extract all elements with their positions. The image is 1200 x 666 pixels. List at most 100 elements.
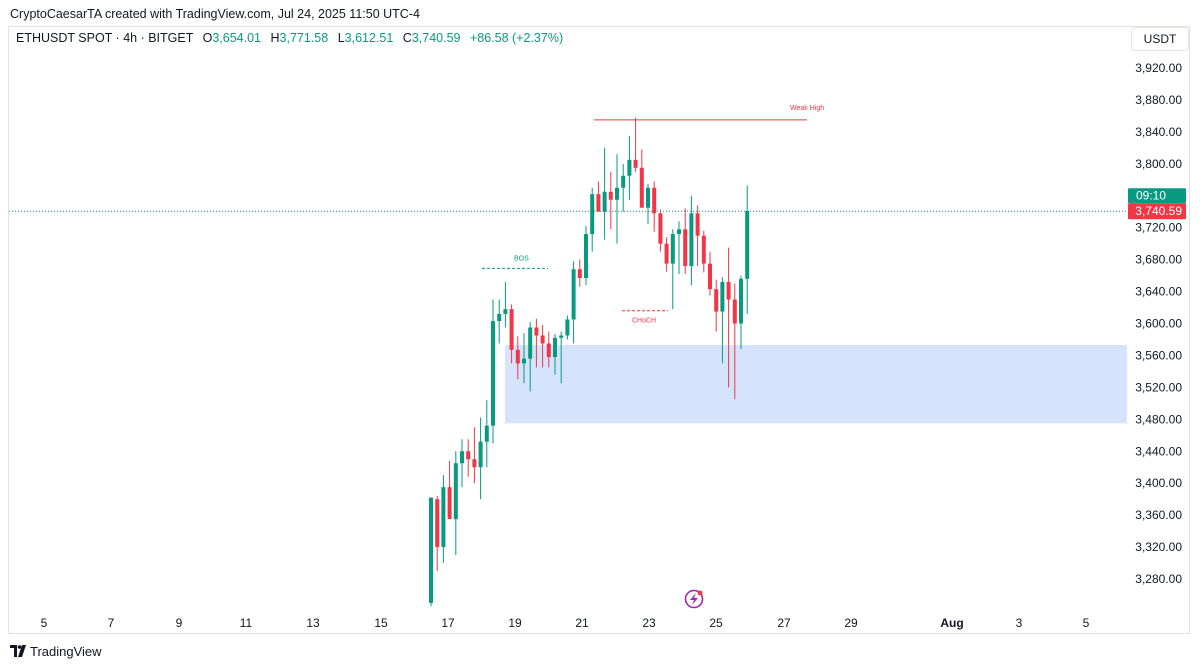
event-dot xyxy=(697,590,703,596)
price-tick-label: 3,360.00 xyxy=(1135,508,1182,522)
time-tick-label: 5 xyxy=(1083,616,1090,630)
open-label: O xyxy=(202,31,213,45)
price-tick-label: 3,920.00 xyxy=(1135,61,1182,75)
candle-body xyxy=(503,309,508,314)
bos-label: BOS xyxy=(514,255,529,262)
candle-body xyxy=(540,335,545,344)
candle-body xyxy=(584,234,588,278)
time-tick-label: 25 xyxy=(709,616,723,630)
demand-zone xyxy=(505,345,1127,424)
time-tick-label: 17 xyxy=(441,616,455,630)
candle-body xyxy=(528,327,533,359)
candle-body xyxy=(571,269,576,320)
time-tick-label: 11 xyxy=(240,616,253,630)
high-label: H xyxy=(270,31,280,45)
price-tick-label: 3,320.00 xyxy=(1135,540,1182,554)
candle-body xyxy=(522,358,526,364)
last-price-text: 3,740.59 xyxy=(1135,204,1182,218)
chart-frame xyxy=(8,26,1190,634)
candle-body xyxy=(497,313,502,322)
candle-body xyxy=(689,213,694,267)
candle-body xyxy=(652,187,657,214)
candle-body xyxy=(509,309,514,350)
candle-body xyxy=(553,337,557,358)
time-tick-label: 15 xyxy=(374,616,388,630)
candle-body xyxy=(695,213,700,236)
change-value: +86.58 (+2.37%) xyxy=(469,31,564,45)
countdown-text: 09:10 xyxy=(1136,189,1166,203)
candle-body xyxy=(677,229,681,235)
candles-layer xyxy=(429,117,750,607)
candle-body xyxy=(559,335,564,338)
time-tick-label: 7 xyxy=(108,616,115,630)
candle-body xyxy=(447,487,452,520)
candle-body xyxy=(639,167,644,208)
footer: TradingView xyxy=(10,642,102,660)
choch-label: CHoCH xyxy=(632,318,656,325)
candle-body xyxy=(732,299,737,324)
candle-body xyxy=(466,451,471,460)
price-axis: 3,920.00 3,880.00 3,840.00 3,800.00 3,720.00… xyxy=(1128,61,1186,586)
candle-body xyxy=(435,499,440,548)
time-tick-label: 27 xyxy=(777,616,791,630)
price-tick-label: 3,480.00 xyxy=(1135,412,1182,426)
candle-body xyxy=(714,289,719,312)
close-value: 3,740.59 xyxy=(411,31,461,45)
price-tick-label: 3,880.00 xyxy=(1135,93,1182,107)
candle-body xyxy=(472,459,477,468)
low-label: L xyxy=(337,31,345,45)
candle-body xyxy=(577,269,582,278)
price-tick-label: 3,400.00 xyxy=(1135,476,1182,490)
lightning-glyph xyxy=(690,593,698,605)
weak-high-label: Weak High xyxy=(790,105,824,112)
time-tick-label: 21 xyxy=(575,616,589,630)
event-lightning-icon[interactable] xyxy=(684,589,704,609)
candle-body xyxy=(664,243,669,264)
candle-body xyxy=(621,175,626,188)
annotations-layer: Weak High BOS CHoCH xyxy=(9,105,1127,609)
time-tick-label: 3 xyxy=(1016,616,1023,630)
time-axis: 5 7 9 11 13 15 17 19 21 23 25 27 29 Aug 3 5 xyxy=(41,616,1090,630)
candle-body xyxy=(608,191,613,200)
open-value: 3,654.01 xyxy=(212,31,262,45)
candle-body xyxy=(441,487,446,548)
price-tick-label: 3,280.00 xyxy=(1135,572,1182,586)
candle-body xyxy=(726,281,731,300)
candle-body xyxy=(453,463,458,520)
tradingview-logo-icon xyxy=(10,645,26,657)
footer-brand: TradingView xyxy=(30,643,102,659)
candle-body xyxy=(701,235,706,264)
candle-body xyxy=(534,327,539,336)
time-tick-label: 9 xyxy=(176,616,183,630)
price-tick-label: 3,800.00 xyxy=(1135,157,1182,171)
price-tick-label: 3,840.00 xyxy=(1135,125,1182,139)
candle-body xyxy=(658,213,663,244)
high-value: 3,771.58 xyxy=(279,31,329,45)
candle-body xyxy=(590,194,595,235)
countdown-badge xyxy=(1128,188,1186,204)
candle-body xyxy=(484,425,489,442)
price-tick-label: 3,600.00 xyxy=(1135,317,1182,331)
time-tick-label: 23 xyxy=(642,616,656,630)
price-tick-label: 3,560.00 xyxy=(1135,348,1182,362)
price-tick-label: 3,440.00 xyxy=(1135,444,1182,458)
candle-body xyxy=(546,343,551,358)
ohlc-legend: ETHUSDT SPOT · 4h · BITGET O3,654.01 H3,… xyxy=(16,31,563,45)
candle-body xyxy=(745,210,750,279)
price-tick-label: 3,680.00 xyxy=(1135,253,1182,267)
candle-body xyxy=(720,281,725,312)
last-price-badge xyxy=(1128,203,1186,220)
candle-body xyxy=(739,278,743,324)
symbol-title: ETHUSDT SPOT · 4h · BITGET xyxy=(16,31,194,45)
currency-button[interactable]: USDT xyxy=(1131,27,1189,51)
close-label: C xyxy=(402,31,412,45)
candle-body xyxy=(515,349,520,364)
time-tick-label: 29 xyxy=(844,616,858,630)
candle-body xyxy=(708,263,712,290)
candle-body xyxy=(565,319,570,336)
candle-body xyxy=(478,441,483,468)
candle-body xyxy=(633,159,638,168)
price-tick-label: 3,640.00 xyxy=(1135,285,1182,299)
candle-body xyxy=(596,194,601,212)
